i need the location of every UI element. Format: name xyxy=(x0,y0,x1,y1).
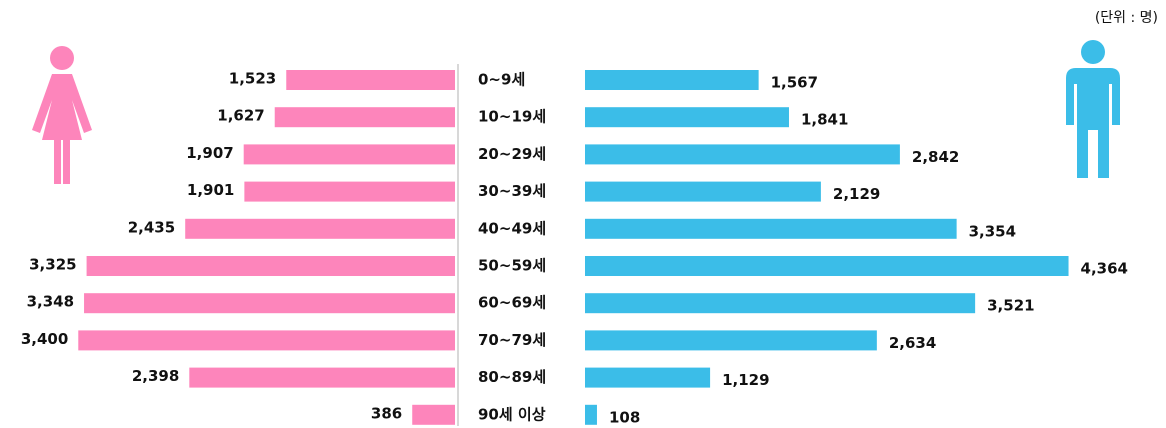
value-label: 3,348 xyxy=(27,293,74,311)
category-label: 60~69세 xyxy=(478,294,546,312)
category-label: 30~39세 xyxy=(478,182,546,200)
bar xyxy=(585,218,957,239)
bar xyxy=(78,330,455,351)
bar xyxy=(585,330,877,351)
value-label: 2,634 xyxy=(889,334,936,352)
category-label: 50~59세 xyxy=(478,257,546,275)
bar xyxy=(86,256,455,276)
value-label: 3,521 xyxy=(987,297,1034,315)
category-label: 0~9세 xyxy=(478,71,525,89)
value-label: 3,400 xyxy=(21,330,68,348)
value-label: 2,398 xyxy=(132,367,179,385)
value-label: 3,354 xyxy=(969,222,1016,240)
value-label: 1,841 xyxy=(801,111,848,129)
bar xyxy=(585,107,789,128)
bar xyxy=(585,293,976,314)
value-label: 1,907 xyxy=(186,144,233,162)
value-label: 3,325 xyxy=(29,256,76,274)
female-icon xyxy=(32,46,92,184)
male-icon xyxy=(1066,40,1120,178)
value-label: 2,129 xyxy=(833,185,880,203)
bar xyxy=(585,181,821,202)
bar xyxy=(585,256,1069,276)
bar xyxy=(585,367,711,388)
bar xyxy=(585,404,597,425)
bar xyxy=(244,181,455,202)
bar xyxy=(274,107,455,128)
category-label: 70~79세 xyxy=(478,331,546,349)
value-label: 2,435 xyxy=(128,218,175,236)
value-label: 1,129 xyxy=(722,371,769,389)
value-label: 4,364 xyxy=(1081,260,1128,278)
category-label: 40~49세 xyxy=(478,219,546,237)
bar xyxy=(84,293,456,314)
category-label: 20~29세 xyxy=(478,145,546,163)
value-label: 1,523 xyxy=(229,70,276,88)
value-label: 2,842 xyxy=(912,148,959,166)
bar xyxy=(185,218,455,239)
unit-note: (단위 : 명) xyxy=(1095,10,1158,26)
bar xyxy=(189,367,455,388)
value-label: 1,627 xyxy=(217,107,264,125)
category-label: 10~19세 xyxy=(478,108,546,126)
value-label: 1,567 xyxy=(771,74,818,92)
category-label: 80~89세 xyxy=(478,368,546,386)
value-label: 1,901 xyxy=(187,181,234,199)
bar xyxy=(243,144,455,165)
value-label: 108 xyxy=(609,408,640,426)
bar xyxy=(412,404,455,425)
value-label: 386 xyxy=(371,404,402,422)
bar xyxy=(585,144,900,165)
bar xyxy=(585,70,759,90)
category-label: 90세 이상 xyxy=(478,405,546,423)
bar xyxy=(286,70,455,90)
